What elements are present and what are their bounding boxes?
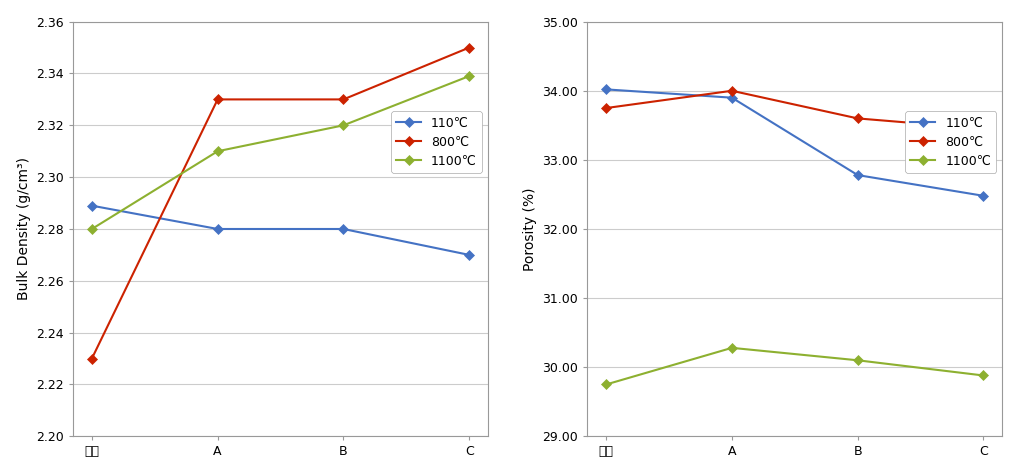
110℃ [212, 226, 224, 232]
Y-axis label: Porosity (%): Porosity (%) [523, 187, 537, 271]
1100℃ [337, 123, 350, 128]
110℃ [86, 203, 98, 209]
1100℃ [600, 381, 612, 387]
Legend: 110℃, 800℃, 1100℃: 110℃, 800℃, 1100℃ [905, 112, 997, 173]
1100℃ [212, 148, 224, 154]
800℃ [463, 45, 475, 50]
1100℃ [463, 73, 475, 79]
Legend: 110℃, 800℃, 1100℃: 110℃, 800℃, 1100℃ [391, 112, 482, 173]
1100℃ [726, 345, 738, 351]
800℃ [600, 105, 612, 111]
1100℃ [86, 226, 98, 232]
110℃ [852, 172, 864, 178]
1100℃ [977, 373, 989, 379]
Line: 800℃: 800℃ [89, 44, 473, 362]
Line: 800℃: 800℃ [602, 87, 987, 132]
800℃ [337, 96, 350, 102]
Y-axis label: Bulk Density (g/cm³): Bulk Density (g/cm³) [16, 158, 31, 301]
800℃ [726, 88, 738, 94]
110℃ [463, 252, 475, 258]
Line: 1100℃: 1100℃ [602, 344, 987, 388]
110℃ [600, 86, 612, 92]
800℃ [212, 96, 224, 102]
Line: 110℃: 110℃ [89, 202, 473, 258]
800℃ [852, 115, 864, 121]
Line: 1100℃: 1100℃ [89, 73, 473, 232]
800℃ [86, 356, 98, 361]
800℃ [977, 126, 989, 132]
Line: 110℃: 110℃ [602, 86, 987, 200]
110℃ [977, 193, 989, 199]
110℃ [726, 95, 738, 101]
1100℃ [852, 358, 864, 363]
110℃ [337, 226, 350, 232]
